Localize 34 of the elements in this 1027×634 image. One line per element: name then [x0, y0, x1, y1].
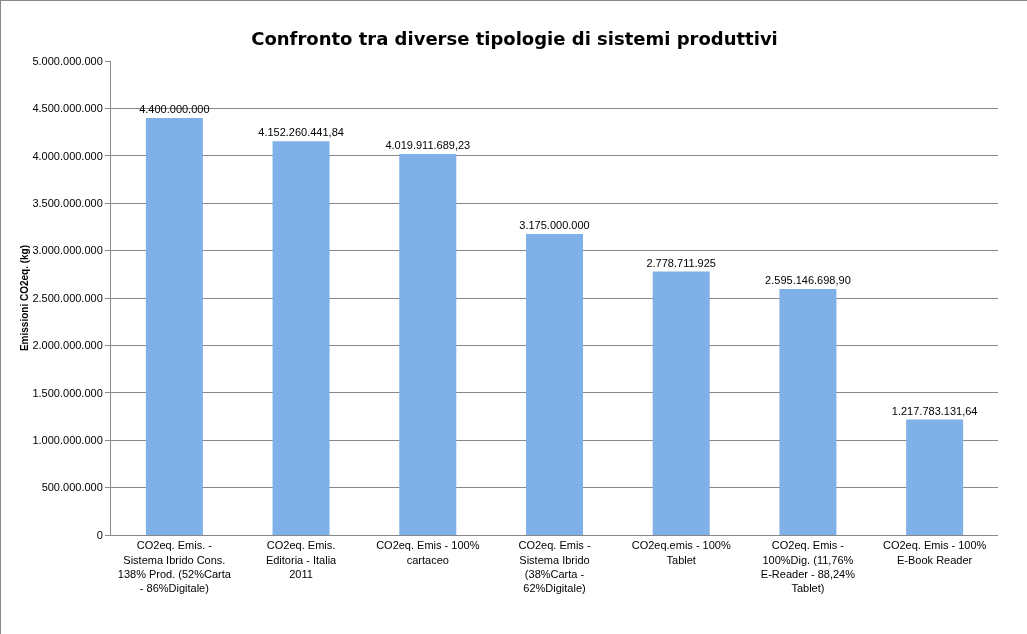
data-label: 4.400.000.000: [139, 102, 210, 115]
bar: [399, 153, 457, 535]
y-tick-label: 3.500.000.000: [32, 197, 103, 210]
x-tick-label: CO2eq. Emis - 100% cartaceo: [376, 539, 480, 566]
y-tick-label: 3.000.000.000: [32, 244, 103, 257]
x-tick-label: CO2eq. Emis - Sistema Ibrido (38%Carta - 62%Digitale): [518, 539, 591, 595]
data-label: 1.217.783.131,64: [891, 404, 978, 417]
y-axis-title: Emissioni CO2eq. (kg): [19, 244, 31, 352]
y-tick-label: 0: [96, 528, 103, 541]
data-label: 2.778.711.925: [646, 256, 716, 269]
y-tick-label: 5.000.000.000: [32, 54, 103, 67]
x-tick-label: CO2eq. Emis. - Sistema Ibrido Cons. 138% Prod. (52%Carta - 86%Digitale): [117, 539, 232, 595]
x-tick-label: CO2eq. Emis - 100% E-Book Reader: [882, 539, 987, 566]
bar: [652, 271, 710, 535]
y-tick-label: 500.000.000: [41, 481, 103, 494]
data-label: 3.175.000.000: [519, 219, 590, 232]
data-label: 4.019.911.689,23: [385, 138, 471, 151]
x-tick-label: CO2eq. Emis - 100%Dig. (11,76% E-Reader - 88,24% Tablet): [760, 539, 856, 595]
x-tick-label: CO2eq.emis - 100% Tablet: [631, 539, 731, 566]
y-tick-label: 2.500.000.000: [32, 291, 103, 304]
chart-title: Confronto tra diverse tipologie di sistemi produttivi: [251, 28, 778, 50]
bar: [525, 234, 584, 535]
x-tick-label: CO2eq. Emis. Editoria - Italia 2011: [265, 539, 338, 580]
y-tick-label: 2.000.000.000: [32, 339, 103, 352]
y-tick-label: 1.500.000.000: [32, 386, 103, 399]
y-tick-label: 1.000.000.000: [32, 434, 103, 447]
data-label: 4.152.260.441,84: [258, 126, 344, 139]
bar: [145, 117, 203, 535]
data-label: 2.595.146.698,90: [765, 273, 851, 286]
bar: [906, 419, 964, 535]
y-tick-label: 4.500.000.000: [32, 102, 103, 115]
y-tick-label: 4.000.000.000: [32, 149, 103, 162]
bar: [272, 141, 330, 535]
bar: [779, 288, 837, 535]
